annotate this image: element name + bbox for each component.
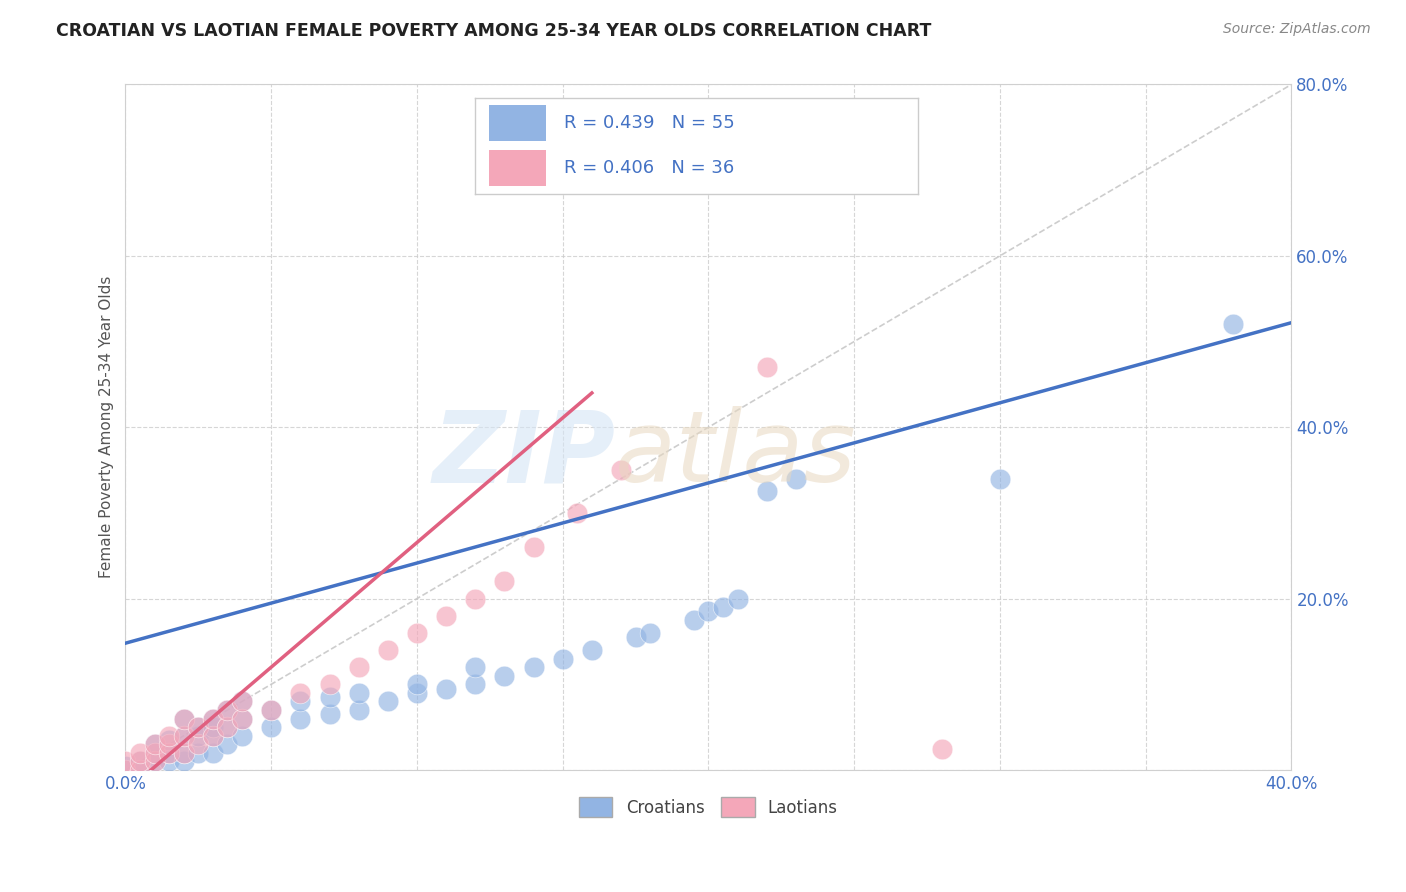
Point [114,763,136,777]
Point [377,694,399,708]
Text: ZIP: ZIP [432,406,616,503]
Point [173,746,195,760]
Point [610,463,633,477]
Point [522,660,544,674]
Point [290,712,312,726]
Point [988,472,1011,486]
Point [347,703,370,717]
Point [231,712,253,726]
Point [201,729,224,743]
Point [143,737,166,751]
Point [260,703,283,717]
Point [173,729,195,743]
Point [318,707,340,722]
Point [157,755,180,769]
Point [434,681,457,696]
Point [129,746,152,760]
Point [231,712,253,726]
Point [201,746,224,760]
Point [318,690,340,705]
Point [785,472,807,486]
Point [217,737,239,751]
Point [187,720,209,734]
Text: atlas: atlas [616,406,856,503]
Point [143,755,166,769]
Point [711,600,734,615]
Point [231,729,253,743]
Point [129,755,152,769]
Point [114,755,136,769]
Point [129,763,152,777]
Point [494,574,516,589]
Point [755,484,778,499]
Point [201,712,224,726]
Point [464,677,486,691]
Point [464,660,486,674]
Point [173,729,195,743]
Legend: Croatians, Laotians: Croatians, Laotians [572,791,845,823]
Point [494,669,516,683]
Point [522,540,544,554]
Point [173,746,195,760]
Point [217,703,239,717]
Point [581,643,603,657]
Point [624,630,647,644]
Point [129,755,152,769]
Point [187,746,209,760]
Point [260,720,283,734]
Point [187,729,209,743]
Point [290,686,312,700]
Point [290,694,312,708]
Point [406,626,429,640]
Point [464,591,486,606]
Point [638,626,661,640]
Point [567,506,589,520]
Point [697,604,720,618]
Point [217,720,239,734]
Point [143,737,166,751]
Point [683,613,706,627]
Point [143,746,166,760]
Point [114,758,136,772]
Point [157,729,180,743]
Point [201,729,224,743]
Text: Source: ZipAtlas.com: Source: ZipAtlas.com [1223,22,1371,37]
Point [114,763,136,777]
Point [129,763,152,777]
Point [434,608,457,623]
Point [187,737,209,751]
Point [143,755,166,769]
Point [755,360,778,375]
Point [347,686,370,700]
Point [143,746,166,760]
Point [217,703,239,717]
Point [187,720,209,734]
Point [377,643,399,657]
Point [406,686,429,700]
Point [173,712,195,726]
Point [231,694,253,708]
Point [260,703,283,717]
Point [157,733,180,747]
Point [157,746,180,760]
Point [231,694,253,708]
Point [201,720,224,734]
Point [157,737,180,751]
Y-axis label: Female Poverty Among 25-34 Year Olds: Female Poverty Among 25-34 Year Olds [100,276,114,578]
Point [173,712,195,726]
Point [727,591,749,606]
Text: CROATIAN VS LAOTIAN FEMALE POVERTY AMONG 25-34 YEAR OLDS CORRELATION CHART: CROATIAN VS LAOTIAN FEMALE POVERTY AMONG… [56,22,932,40]
Point [406,677,429,691]
Point [318,677,340,691]
Point [1222,318,1244,332]
Point [157,746,180,760]
Point [217,720,239,734]
Point [201,712,224,726]
Point [173,755,195,769]
Point [931,741,953,756]
Point [347,660,370,674]
Point [551,651,574,665]
